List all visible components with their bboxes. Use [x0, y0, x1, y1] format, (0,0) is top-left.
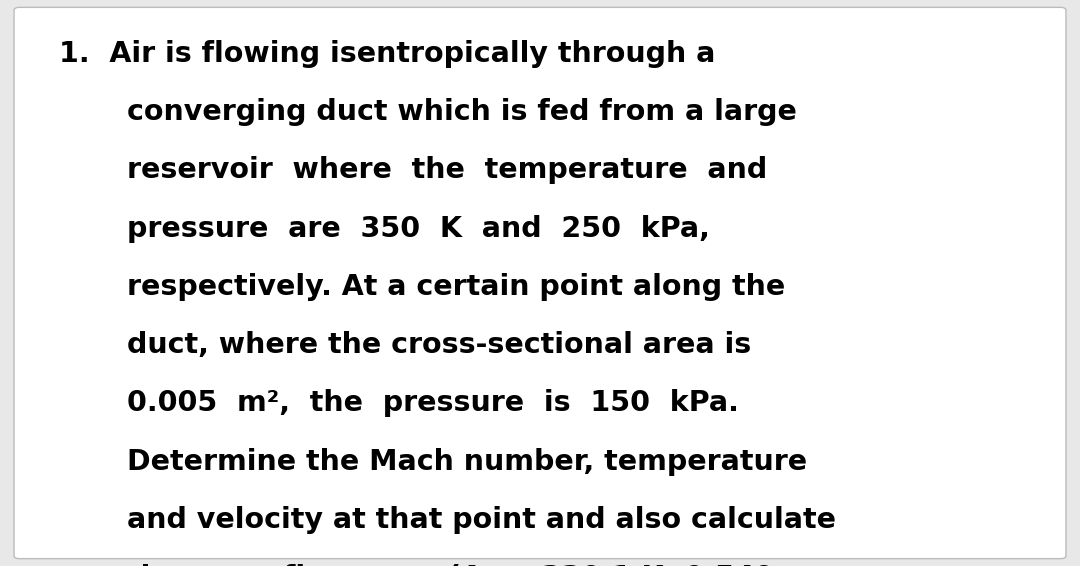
Text: Determine the Mach number, temperature: Determine the Mach number, temperature — [127, 448, 808, 475]
Text: duct, where the cross-sectional area is: duct, where the cross-sectional area is — [127, 331, 752, 359]
Text: 1.  Air is flowing isentropically through a: 1. Air is flowing isentropically through… — [59, 40, 716, 67]
Text: pressure  are  350  K  and  250  kPa,: pressure are 350 K and 250 kPa, — [127, 215, 711, 242]
Text: and velocity at that point and also calculate: and velocity at that point and also calc… — [127, 506, 836, 534]
Text: converging duct which is fed from a large: converging duct which is fed from a larg… — [127, 98, 797, 126]
Text: the mass flow rate. (Ans: 330.1 K, 0.549,: the mass flow rate. (Ans: 330.1 K, 0.549… — [127, 564, 785, 566]
Text: 0.005  m²,  the  pressure  is  150  kPa.: 0.005 m², the pressure is 150 kPa. — [127, 389, 740, 417]
Text: reservoir  where  the  temperature  and: reservoir where the temperature and — [127, 156, 768, 184]
FancyBboxPatch shape — [14, 7, 1066, 559]
Text: respectively. At a certain point along the: respectively. At a certain point along t… — [127, 273, 785, 301]
